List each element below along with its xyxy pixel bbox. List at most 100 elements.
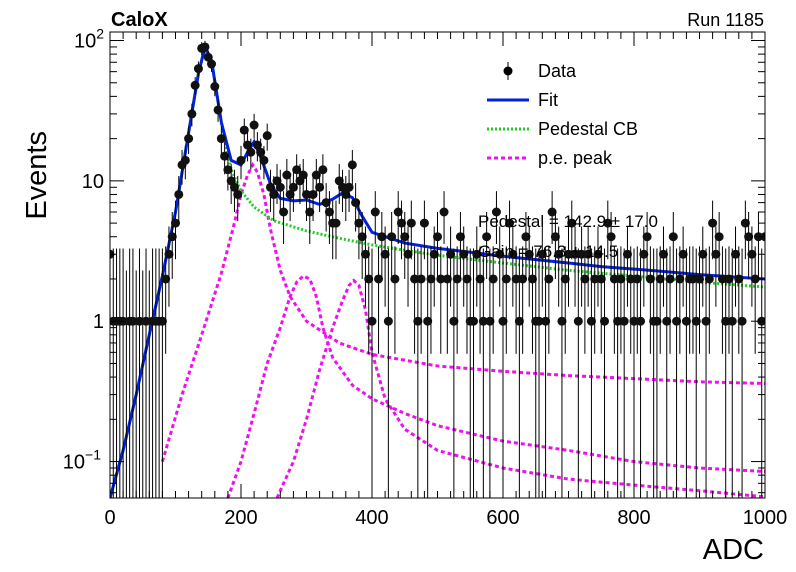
y-tick-label: 10−1 <box>63 447 101 474</box>
data-point <box>740 218 750 228</box>
data-point <box>534 316 544 326</box>
data-point <box>396 218 406 228</box>
data-point <box>717 274 727 284</box>
data-point <box>426 274 436 284</box>
legend-label: p.e. peak <box>538 148 613 168</box>
data-point <box>495 249 505 259</box>
data-point <box>167 232 177 242</box>
data-point <box>524 249 534 259</box>
data-point <box>485 316 495 326</box>
legend-label: Data <box>538 61 577 81</box>
data-point <box>439 207 449 217</box>
data-point <box>390 274 400 284</box>
data-point <box>236 155 246 165</box>
data-point <box>419 218 429 228</box>
data-point <box>203 52 213 62</box>
data-point <box>727 316 737 326</box>
data-point <box>639 249 649 259</box>
data-point <box>665 274 675 284</box>
data-point <box>672 316 682 326</box>
data-point <box>200 42 210 52</box>
data-point <box>449 316 459 326</box>
data-point <box>190 80 200 90</box>
data-point <box>171 218 180 228</box>
data-point <box>210 82 220 92</box>
data-point <box>406 218 416 228</box>
data-point <box>279 207 289 217</box>
data-point <box>554 249 564 259</box>
data-point <box>593 249 603 259</box>
axis-ticks: 0 200 400 600 800 1000 102 10 1 10−1 <box>63 26 787 529</box>
data-point <box>577 249 587 259</box>
data-point <box>636 316 646 326</box>
data-point <box>387 232 397 242</box>
data-point <box>455 232 465 242</box>
data-point <box>364 274 374 284</box>
data-point <box>446 249 456 259</box>
data-point <box>410 274 420 284</box>
data-point <box>452 274 462 284</box>
data-point <box>616 274 626 284</box>
data-point <box>606 232 616 242</box>
data-point <box>338 182 348 192</box>
x-tick-label: 600 <box>486 507 519 529</box>
fit-param-pedestal: Pedestal = 142.9 ± 17.0 <box>478 212 658 231</box>
data-point <box>544 274 554 284</box>
data-point <box>622 249 632 259</box>
data-point <box>655 274 665 284</box>
data-point <box>642 232 652 242</box>
data-point <box>747 249 757 259</box>
data-point <box>318 165 328 175</box>
data-point <box>357 232 367 242</box>
data-point <box>383 316 393 326</box>
data-point <box>213 105 223 115</box>
data-point <box>652 316 662 326</box>
data-point <box>521 232 531 242</box>
data-point <box>472 249 482 259</box>
legend: Data Fit Pedestal CB p.e. peak <box>487 61 638 168</box>
data-point <box>207 59 217 69</box>
data-point <box>436 274 446 284</box>
legend-entry: Fit <box>487 90 558 110</box>
data-point <box>400 232 410 242</box>
data-point <box>698 249 708 259</box>
data-point <box>586 316 596 326</box>
data-point <box>229 182 239 192</box>
data-point <box>433 232 442 242</box>
data-point <box>488 274 498 284</box>
data-point <box>491 207 501 217</box>
data-point <box>311 170 321 180</box>
fit-param-gain: Gain = 76.3 ± 14.5 <box>478 242 618 261</box>
data-points <box>110 40 765 498</box>
data-point <box>442 274 452 284</box>
data-point <box>573 316 583 326</box>
x-axis-title: ADC <box>703 534 764 566</box>
data-point <box>220 151 230 161</box>
data-point <box>269 189 279 199</box>
data-point <box>603 218 613 228</box>
data-point <box>514 316 524 326</box>
x-tick-label: 0 <box>104 507 115 529</box>
data-point <box>750 274 760 284</box>
data-point <box>187 109 197 119</box>
data-point <box>308 189 318 199</box>
data-point <box>256 147 266 157</box>
data-point <box>180 155 190 165</box>
data-point <box>347 160 357 170</box>
data-point <box>714 232 724 242</box>
data-point <box>459 249 469 259</box>
data-point <box>570 249 580 259</box>
data-point <box>462 274 472 284</box>
legend-label: Fit <box>538 90 558 110</box>
data-point <box>243 140 253 150</box>
data-point <box>161 274 171 284</box>
data-point <box>423 316 433 326</box>
data-point <box>511 274 521 284</box>
data-point <box>403 249 413 259</box>
legend-marker <box>503 66 513 76</box>
data-point <box>478 316 488 326</box>
data-point <box>498 316 508 326</box>
data-point <box>737 316 747 326</box>
data-point <box>482 232 492 242</box>
